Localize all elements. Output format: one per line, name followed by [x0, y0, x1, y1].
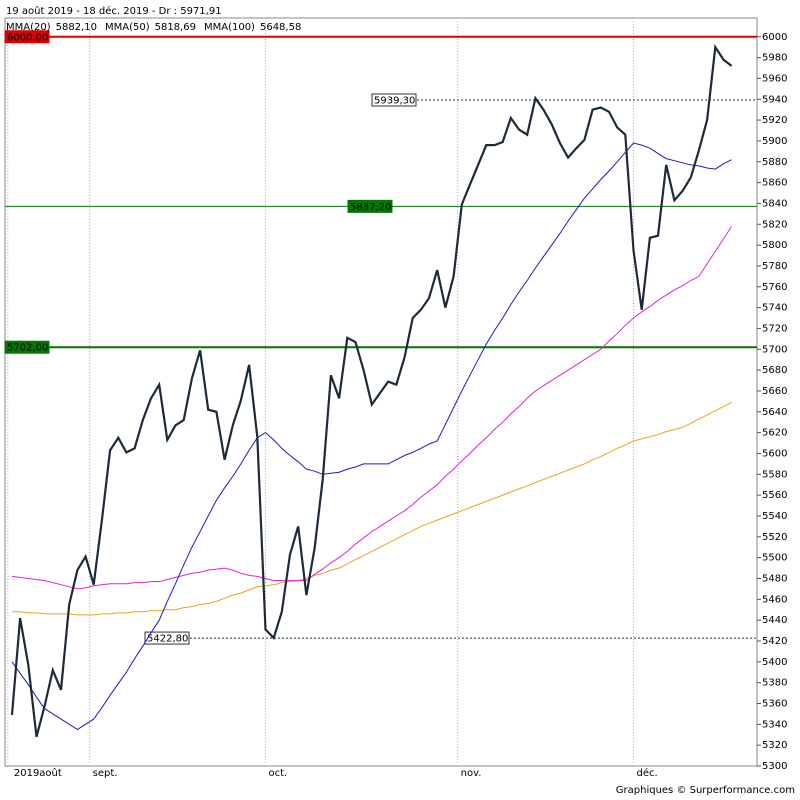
- level-label-box: [371, 93, 417, 107]
- y-tick-label: 5400: [762, 657, 787, 668]
- level-label-box: [347, 199, 393, 213]
- y-tick-label: 5320: [762, 740, 787, 751]
- y-tick-label: 5580: [762, 469, 787, 480]
- plot-frame: [4, 17, 758, 767]
- y-tick-label: 5820: [762, 219, 787, 230]
- y-tick-label: 5360: [762, 698, 787, 709]
- y-tick-label: 5520: [762, 532, 787, 543]
- level-label-box: [4, 340, 50, 354]
- y-tick-label: 5620: [762, 428, 787, 439]
- moving-average-line: [11, 226, 733, 590]
- y-tick-label: 5920: [762, 115, 787, 126]
- y-tick-label: 5540: [762, 511, 787, 522]
- y-tick-label: 5980: [762, 53, 787, 64]
- y-tick-label: 5440: [762, 615, 787, 626]
- y-tick-label: 5660: [762, 386, 787, 397]
- legend-name: MMA(50): [105, 22, 150, 33]
- level-label-box: [144, 631, 190, 645]
- y-tick-label: 5880: [762, 157, 787, 168]
- x-tick-label: nov.: [461, 768, 482, 779]
- moving-average-line: [11, 142, 732, 731]
- y-tick-label: 5740: [762, 303, 787, 314]
- level-label: 6000,00: [7, 32, 48, 43]
- legend-value: 5882,10: [56, 22, 97, 33]
- level-label-box: [4, 30, 50, 44]
- legend-value: 5818,69: [155, 22, 196, 33]
- footer: Graphiques © Surperformance.com: [616, 785, 795, 796]
- x-tick-label: sept.: [93, 768, 118, 779]
- y-tick-label: 5340: [762, 719, 787, 730]
- y-tick-label: 5840: [762, 198, 787, 209]
- level-label: 5702,00: [7, 343, 48, 354]
- x-tick-label: déc.: [637, 767, 658, 779]
- y-tick-label: 5940: [762, 94, 787, 105]
- x-tick-label: oct.: [268, 768, 287, 779]
- y-tick-label: 5900: [762, 136, 787, 147]
- y-tick-label: 5460: [762, 594, 787, 605]
- y-tick-label: 5700: [762, 344, 787, 355]
- y-tick-label: 5780: [762, 261, 787, 272]
- y-tick-label: 5860: [762, 178, 787, 189]
- y-tick-label: 5300: [762, 761, 787, 772]
- y-tick-label: 5600: [762, 448, 787, 459]
- y-tick-label: 5420: [762, 636, 787, 647]
- level-label: 5837,20: [350, 202, 391, 213]
- y-tick-label: 5720: [762, 323, 787, 334]
- legend-value: 5648,58: [260, 22, 301, 33]
- y-tick-label: 5500: [762, 553, 787, 564]
- x-tick-label: 2019août: [14, 767, 62, 779]
- legend-name: MMA(100): [204, 22, 255, 33]
- chart-title: 19 août 2019 - 18 déc. 2019 - Dr : 5971,…: [6, 5, 222, 17]
- legend-name: MMA(20): [6, 22, 51, 33]
- level-label: 5939,30: [374, 95, 415, 106]
- y-tick-label: 6000: [762, 32, 787, 43]
- y-tick-label: 5480: [762, 573, 787, 584]
- y-tick-label: 5960: [762, 73, 787, 84]
- level-label: 5422,80: [147, 634, 188, 645]
- y-tick-label: 5800: [762, 240, 787, 251]
- moving-average-line: [12, 401, 732, 616]
- y-tick-label: 5560: [762, 490, 787, 501]
- y-tick-label: 5680: [762, 365, 787, 376]
- y-tick-label: 5760: [762, 282, 787, 293]
- y-tick-label: 5380: [762, 678, 787, 689]
- price-line: [10, 44, 733, 738]
- y-tick-label: 5640: [762, 407, 787, 418]
